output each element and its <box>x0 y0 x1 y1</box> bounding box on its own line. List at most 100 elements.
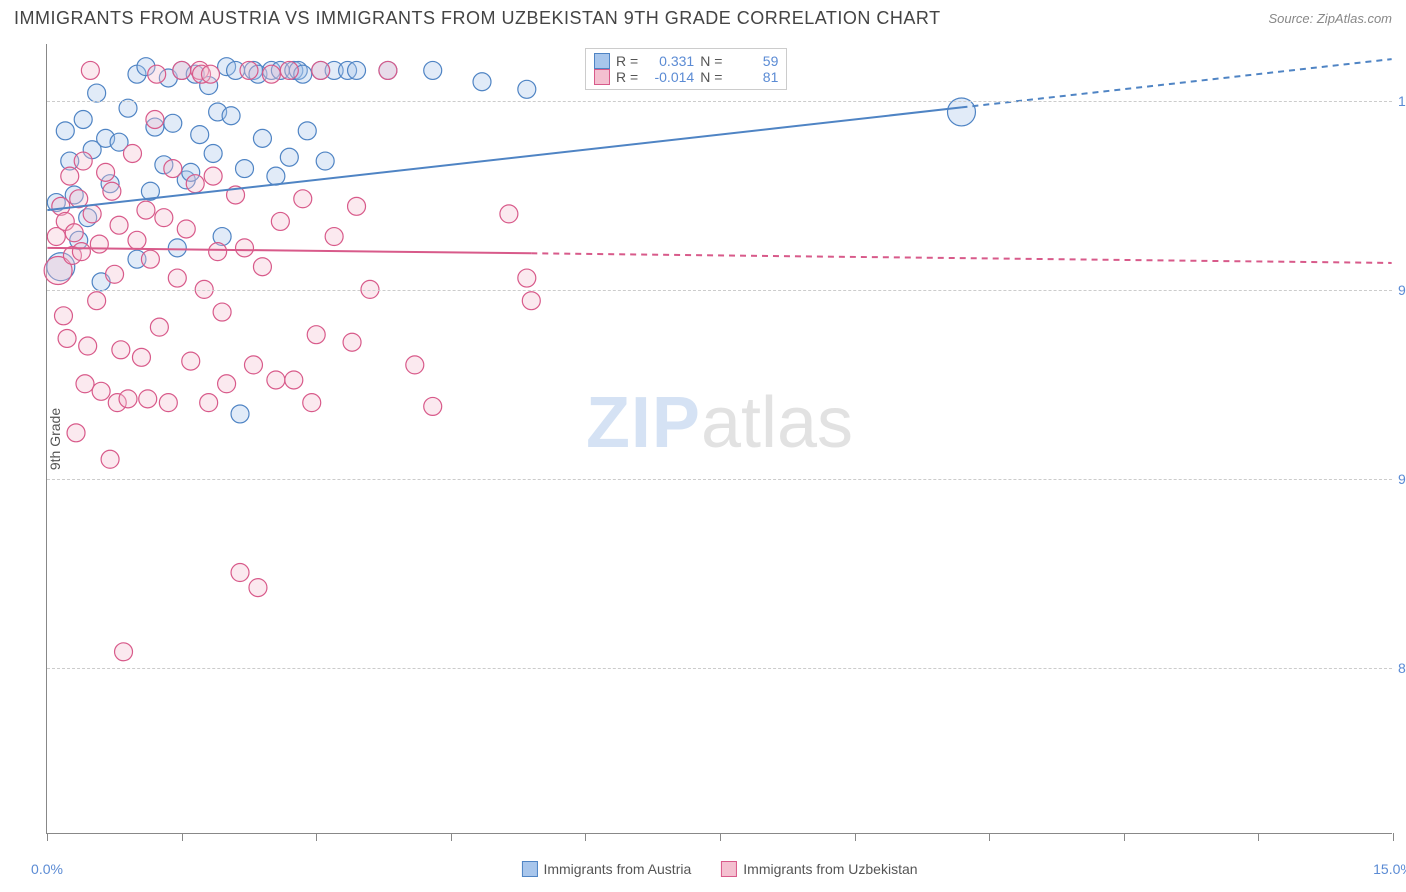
data-point <box>141 250 159 268</box>
r-label: R = <box>616 69 638 85</box>
n-label: N = <box>700 53 722 69</box>
xtick <box>855 833 856 841</box>
legend-swatch-uzbekistan-bottom <box>721 861 737 877</box>
legend-item-austria: Immigrants from Austria <box>521 861 691 877</box>
data-point <box>83 205 101 223</box>
n-value-austria: 59 <box>728 53 778 69</box>
data-point <box>164 160 182 178</box>
legend-swatch-uzbekistan <box>594 69 610 85</box>
data-point <box>97 163 115 181</box>
data-point <box>106 265 124 283</box>
data-point <box>316 152 334 170</box>
data-point <box>271 212 289 230</box>
data-point <box>88 292 106 310</box>
xtick <box>182 833 183 841</box>
title-bar: IMMIGRANTS FROM AUSTRIA VS IMMIGRANTS FR… <box>0 0 1406 37</box>
data-point <box>74 111 92 129</box>
xtick-label: 15.0% <box>1373 861 1406 877</box>
legend-item-uzbekistan: Immigrants from Uzbekistan <box>721 861 917 877</box>
data-point <box>473 73 491 91</box>
data-point <box>74 152 92 170</box>
data-point <box>128 231 146 249</box>
xtick <box>451 833 452 841</box>
data-point <box>253 129 271 147</box>
data-point <box>244 356 262 374</box>
data-point <box>61 167 79 185</box>
data-point <box>72 243 90 261</box>
chart-plot-area: 9th Grade ZIPatlas R = 0.331 N = 59 R = … <box>46 44 1392 834</box>
data-point <box>348 61 366 79</box>
data-point <box>204 167 222 185</box>
data-point <box>518 269 536 287</box>
data-point <box>240 61 258 79</box>
legend-swatch-austria <box>594 53 610 69</box>
data-point <box>173 61 191 79</box>
data-point <box>182 352 200 370</box>
r-value-austria: 0.331 <box>644 53 694 69</box>
data-point <box>406 356 424 374</box>
n-value-uzbekistan: 81 <box>728 69 778 85</box>
data-point <box>81 61 99 79</box>
chart-title: IMMIGRANTS FROM AUSTRIA VS IMMIGRANTS FR… <box>14 8 941 29</box>
data-point <box>139 390 157 408</box>
data-point <box>112 341 130 359</box>
data-point <box>218 375 236 393</box>
gridline <box>47 479 1392 480</box>
data-point <box>280 61 298 79</box>
data-point <box>424 397 442 415</box>
data-point <box>298 122 316 140</box>
data-point <box>186 175 204 193</box>
data-point <box>500 205 518 223</box>
data-point <box>115 643 133 661</box>
data-point <box>231 405 249 423</box>
data-point <box>343 333 361 351</box>
data-point <box>76 375 94 393</box>
data-point <box>201 65 219 83</box>
data-point <box>124 144 142 162</box>
data-point <box>65 224 83 242</box>
trend-line-dashed <box>531 253 1391 263</box>
gridline <box>47 290 1392 291</box>
data-point <box>200 394 218 412</box>
data-point <box>307 326 325 344</box>
data-point <box>204 144 222 162</box>
data-point <box>209 243 227 261</box>
r-label: R = <box>616 53 638 69</box>
data-point <box>424 61 442 79</box>
data-point <box>79 337 97 355</box>
data-point <box>249 579 267 597</box>
data-point <box>101 450 119 468</box>
data-point <box>132 348 150 366</box>
ytick-label: 100.0% <box>1398 93 1406 109</box>
data-point <box>164 114 182 132</box>
r-value-uzbekistan: -0.014 <box>644 69 694 85</box>
data-point <box>191 126 209 144</box>
xtick <box>316 833 317 841</box>
data-point <box>148 65 166 83</box>
ytick-label: 95.0% <box>1398 282 1406 298</box>
data-point <box>177 220 195 238</box>
data-point <box>119 390 137 408</box>
xtick <box>1258 833 1259 841</box>
data-point <box>159 394 177 412</box>
data-point <box>58 329 76 347</box>
data-point <box>518 80 536 98</box>
data-point <box>119 99 137 117</box>
legend-label-uzbekistan: Immigrants from Uzbekistan <box>743 861 917 877</box>
data-point <box>947 98 975 126</box>
legend-row-austria: R = 0.331 N = 59 <box>594 53 778 69</box>
trend-line-solid <box>47 107 961 210</box>
correlation-legend: R = 0.331 N = 59 R = -0.014 N = 81 <box>585 48 787 90</box>
data-point <box>155 209 173 227</box>
data-point <box>267 371 285 389</box>
data-point <box>236 160 254 178</box>
data-point <box>231 564 249 582</box>
data-point <box>88 84 106 102</box>
data-point <box>303 394 321 412</box>
trend-line-solid <box>47 248 531 253</box>
gridline <box>47 668 1392 669</box>
ytick-label: 85.0% <box>1398 660 1406 676</box>
xtick <box>585 833 586 841</box>
data-point <box>522 292 540 310</box>
plot-svg <box>47 44 1392 833</box>
